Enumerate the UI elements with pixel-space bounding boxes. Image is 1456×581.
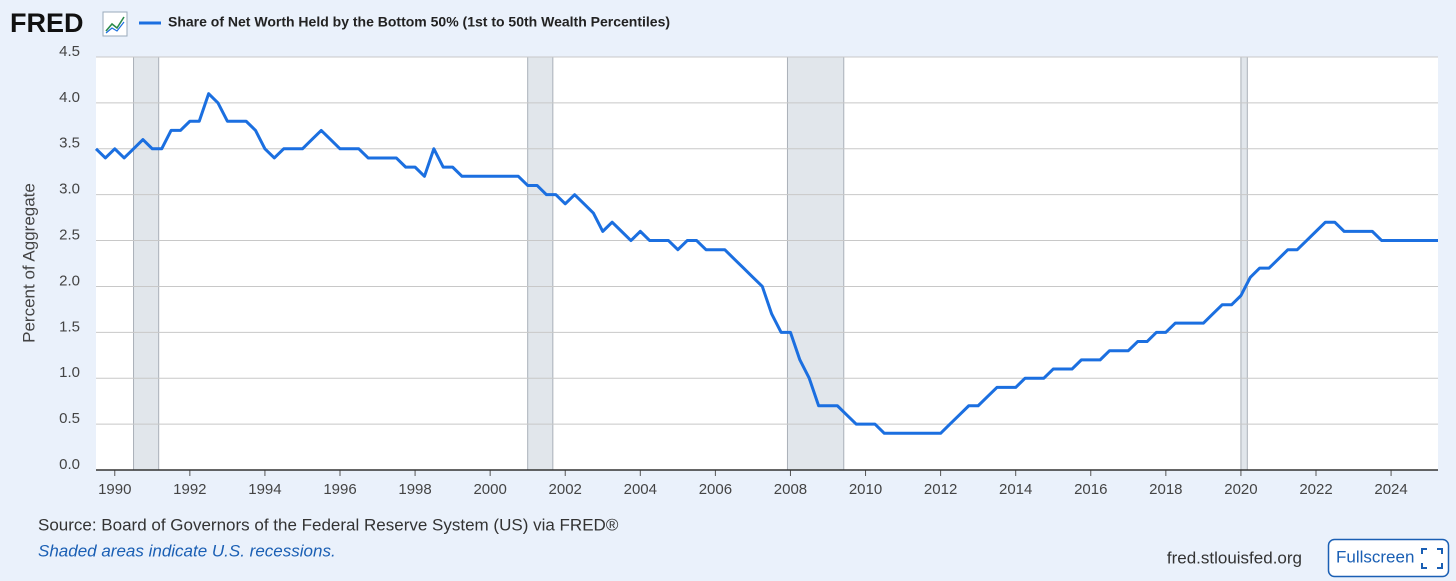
x-tick-label: 2000 — [473, 481, 506, 498]
x-tick-label: 2022 — [1299, 481, 1332, 498]
y-tick-label: 4.0 — [59, 89, 80, 106]
y-tick-label: 0.0 — [59, 456, 80, 473]
logo: FRED — [10, 8, 84, 38]
source: Source: Board of Governors of the Federa… — [38, 515, 619, 534]
fullscreen-label[interactable]: Fullscreen — [1336, 547, 1414, 566]
x-tick-label: 2020 — [1224, 481, 1257, 498]
y-tick-label: 3.5 — [59, 135, 80, 152]
fullscreen-button[interactable]: Fullscreen — [1327, 538, 1450, 578]
x-tick-label: 2004 — [624, 481, 657, 498]
site-link[interactable]: fred.stlouisfed.org — [1167, 548, 1302, 567]
x-tick-label: 2002 — [549, 481, 582, 498]
y-tick-label: 2.5 — [59, 227, 80, 244]
legend-label: Share of Net Worth Held by the Bottom 50… — [168, 14, 670, 30]
x-tick-label: 1998 — [398, 481, 431, 498]
y-axis-title: Percent of Aggregate — [19, 183, 38, 343]
recession-band — [1240, 56, 1248, 471]
x-tick-label: 1990 — [98, 481, 131, 498]
x-tick-label: 2018 — [1149, 481, 1182, 498]
y-tick-label: 3.0 — [59, 181, 80, 198]
recession-note: Shaded areas indicate U.S. recessions. — [38, 541, 336, 560]
x-tick-label: 2006 — [699, 481, 732, 498]
y-tick-label: 4.5 — [59, 43, 80, 60]
x-tick-label: 1992 — [173, 481, 206, 498]
x-tick-label: 2008 — [774, 481, 807, 498]
y-tick-label: 2.0 — [59, 272, 80, 289]
recession-band — [527, 56, 554, 471]
y-tick-label: 0.5 — [59, 410, 80, 427]
x-tick-label: 1996 — [323, 481, 356, 498]
x-tick-label: 2010 — [849, 481, 882, 498]
plot-area — [96, 57, 1438, 470]
y-tick-label: 1.5 — [59, 318, 80, 335]
recession-band — [133, 56, 160, 471]
x-tick-label: 2012 — [924, 481, 957, 498]
x-tick-label: 1994 — [248, 481, 281, 498]
y-tick-label: 1.0 — [59, 364, 80, 381]
x-tick-label: 2014 — [999, 481, 1032, 498]
logo-icon — [102, 11, 128, 37]
recession-band — [786, 56, 845, 471]
x-tick-label: 2016 — [1074, 481, 1107, 498]
data-line — [94, 92, 1438, 435]
x-tick-label: 2024 — [1374, 481, 1407, 498]
